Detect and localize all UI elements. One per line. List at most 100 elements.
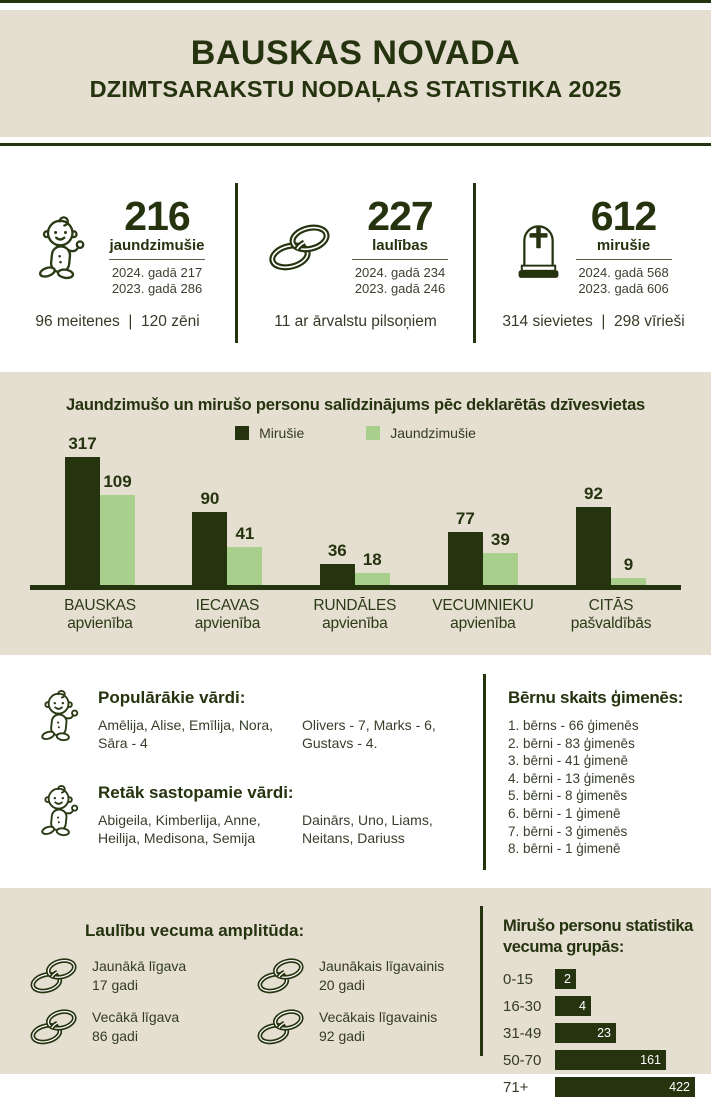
bottom-section: Laulību vecuma amplitūda: Jaunākā līgava… — [0, 888, 711, 1097]
baby-icon — [34, 688, 86, 742]
age-group-label: 50-70 — [503, 1051, 542, 1069]
category-label: CITĀS pašvaldībās — [570, 597, 652, 632]
page-title-line2: DZIMTSARAKSTU NODAĻAS STATISTIKA 2025 — [89, 75, 622, 102]
bar-jaundzimusie — [227, 547, 263, 585]
popular-names-block: Populārākie vārdi: Amēlija, Alise, Emīli… — [34, 688, 483, 753]
stat-births: 216 jaundzimušie 2024. gadā 217 2023. ga… — [0, 196, 235, 372]
births-prev-2024: 2024. gadā 217 — [111, 265, 203, 280]
marriage-age-label: Jaunākais līgavainis — [319, 958, 445, 974]
stats-divider-2 — [473, 183, 476, 343]
age-group-label: 31-49 — [503, 1024, 542, 1042]
baby-icon — [34, 783, 86, 837]
list-item: 5. bērni - 8 ģimenēs — [508, 788, 628, 804]
summary-stats-row: 216 jaundzimušie 2024. gadā 217 2023. ga… — [0, 146, 711, 372]
children-per-family-block: Bērnu skaits ģimenēs: 1. bērns - 66 ģime… — [486, 655, 711, 888]
marriage-age-label: Jaunākā līgava — [92, 958, 187, 974]
births-prev-2023: 2023. gadā 286 — [111, 281, 203, 297]
bar-mirusie — [575, 507, 611, 585]
names-section-divider — [483, 673, 486, 870]
chart-legend: Mirušie Jaundzimušie — [0, 425, 711, 441]
marriage-age-value: 20 gadi — [319, 976, 365, 993]
bar-mirusie — [319, 564, 355, 585]
marriage-age-item: Vecākā līgava 86 gadi — [26, 1008, 253, 1046]
bar-jaundzimusie — [100, 495, 135, 585]
marriage-age-label: Vecākais līgavainis — [319, 1008, 438, 1025]
rare-girls-names: Abigeila, Kimberlija, Anne, Heilija, Med… — [98, 811, 261, 847]
marriage-age-item: Vecākais līgavainis 92 gadi — [253, 1008, 480, 1046]
age-row: 16-30 4 — [503, 996, 701, 1017]
births-gender-breakdown: 96 meitenes | 120 zēni — [35, 312, 200, 330]
baby-icon — [30, 214, 94, 280]
page-title-line1: BAUSKAS NOVADA — [190, 34, 521, 72]
rare-names-block: Retāk sastopamie vārdi: Abigeila, Kimber… — [34, 783, 483, 848]
age-row: 31-49 23 — [503, 1023, 701, 1044]
chart-title: Jaundzimušo un mirušo personu salīdzināj… — [65, 396, 646, 414]
deaths-age-heading-line1: Mirušo personu statistika — [503, 917, 693, 935]
deaths-age-bar-chart: 0-15 2 16-30 4 31-49 23 50-70 161 71+ 42… — [503, 969, 701, 1097]
wedding-rings-icon — [253, 957, 309, 994]
legend-entry-mirusie: Mirušie — [235, 425, 304, 441]
marriages-prev-2024: 2024. gadā 234 — [354, 265, 446, 280]
bar-value: 92 — [584, 484, 603, 503]
chart-group-citas: 92 9 CITĀS pašvaldībās — [561, 455, 661, 632]
legend-entry-jaundzimusie: Jaundzimušie — [366, 425, 476, 441]
bar-value: 41 — [235, 524, 255, 543]
age-bar: 2 — [555, 969, 576, 990]
legend-label-jaundzimusie: Jaundzimušie — [390, 425, 476, 441]
category-label: VECUMNIEKU apvienība — [432, 597, 534, 632]
marriage-age-heading: Laulību vecuma amplitūda: — [85, 921, 305, 940]
top-accent-strip — [0, 0, 711, 3]
rare-boys-names: Dainārs, Uno, Liams, Neitans, Dariuss — [302, 811, 433, 847]
deaths-prev-2024: 2024. gadā 568 — [578, 265, 669, 280]
marriages-prev-2023: 2023. gadā 246 — [354, 281, 446, 297]
list-item: 1. bērns - 66 ģimenēs — [508, 718, 639, 733]
bar-jaundzimusie — [610, 578, 646, 585]
popular-names-heading: Populārākie vārdi: — [98, 688, 246, 707]
age-bar: 4 — [555, 996, 591, 1017]
category-label: RUNDĀLES apvienība — [313, 597, 397, 632]
wedding-rings-icon — [263, 223, 337, 271]
marriages-foreign-note: 11 ar ārvalstu pilsoņiem — [274, 312, 437, 330]
rare-names-heading: Retāk sastopamie vārdi: — [98, 782, 294, 802]
bottom-section-divider — [480, 906, 483, 1056]
marriage-age-value: 92 gadi — [319, 1027, 365, 1044]
chart-group-rundales: 36 18 RUNDĀLES apvienība — [305, 455, 405, 632]
list-item: 6. bērni - 1 ģimenē — [508, 805, 621, 821]
list-item: 7. bērni - 3 ģimenēs — [508, 823, 628, 839]
bar-value: 36 — [327, 541, 347, 560]
bar-jaundzimusie — [354, 573, 390, 585]
deaths-label: mirušie — [575, 237, 672, 260]
chart-group-iecavas: 90 41 IECAVAS apvienība — [177, 455, 277, 632]
stats-divider-1 — [235, 183, 238, 343]
popular-girls-names: Amēlija, Alise, Emīlija, Nora, Sāra - 4 — [98, 717, 274, 752]
deaths-prev-2023: 2023. gadā 606 — [578, 281, 669, 297]
births-count: 216 — [124, 193, 190, 239]
marriage-age-block: Laulību vecuma amplitūda: Jaunākā līgava… — [0, 888, 480, 1074]
category-label: BAUSKAS apvienība — [64, 597, 136, 632]
legend-label-mirusie: Mirušie — [259, 425, 305, 441]
popular-boys-names: Olivers - 7, Marks - 6, Gustavs - 4. — [302, 717, 436, 752]
marriages-count: 227 — [367, 193, 433, 239]
list-item: 4. bērni - 13 ģimenēs — [508, 770, 635, 786]
age-group-label: 0-15 — [503, 970, 534, 988]
bar-value: 18 — [362, 550, 382, 569]
wedding-rings-icon — [26, 1008, 82, 1045]
chart-group-bauskas: 317 109 BAUSKAS apvienība — [50, 434, 150, 632]
bar-value: 39 — [490, 530, 510, 549]
names-section: Populārākie vārdi: Amēlija, Alise, Emīli… — [0, 655, 711, 888]
stat-marriages: 227 laulības 2024. gadā 234 2023. gadā 2… — [238, 196, 473, 372]
age-group-label: 71+ — [503, 1078, 529, 1096]
deaths-count: 612 — [590, 193, 657, 239]
marriage-age-label: Vecākā līgava — [92, 1008, 180, 1025]
tombstone-icon — [516, 214, 561, 280]
age-bar: 161 — [555, 1050, 666, 1071]
bar-value: 90 — [200, 489, 220, 508]
children-heading: Bērnu skaits ģimenēs: — [508, 688, 684, 707]
bar-value: 109 — [103, 472, 132, 491]
header-divider-line — [0, 143, 711, 146]
category-label: IECAVAS apvienība — [194, 597, 261, 632]
page-header: BAUSKAS NOVADA DZIMTSARAKSTU NODAĻAS STA… — [0, 10, 711, 137]
marriages-label: laulības — [352, 237, 448, 260]
chart-x-axis — [30, 585, 681, 590]
legend-swatch-jaundzimusie — [366, 426, 381, 440]
